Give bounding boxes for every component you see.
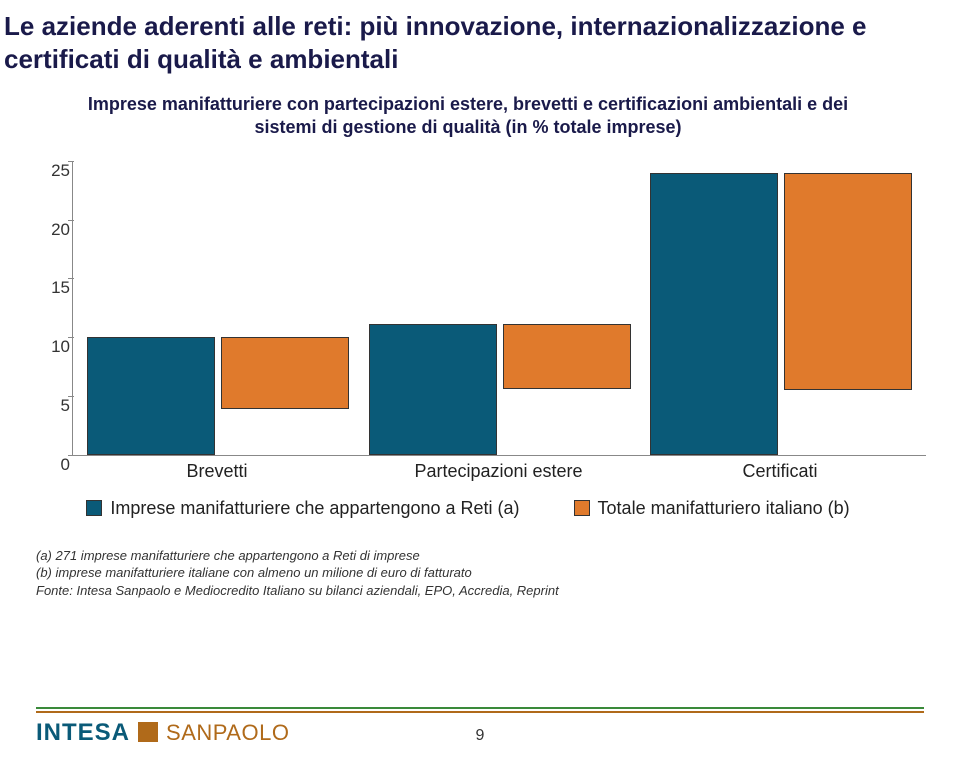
legend-label-a: Imprese manifatturiere che appartengono …: [110, 498, 519, 519]
y-tick-mark: [68, 161, 74, 162]
bar-b: [503, 324, 631, 389]
y-tick-label: 15: [30, 278, 70, 298]
x-category-label: Brevetti: [186, 461, 247, 482]
footnote-source: Fonte: Intesa Sanpaolo e Mediocredito It…: [36, 582, 936, 600]
y-tick-mark: [68, 455, 74, 456]
bar-b: [221, 337, 349, 409]
bar-chart: 0 5 10 15 20 25 Brevetti Partecipazioni estere C…: [30, 156, 930, 486]
y-tick-mark: [68, 220, 74, 221]
bar-a: [87, 337, 215, 455]
plot-area: [72, 162, 926, 456]
bar-b: [784, 173, 912, 391]
bar-group: [650, 173, 912, 455]
logo-text-sanpaolo: SANPAOLO: [166, 720, 289, 746]
footnote-a: (a) 271 imprese manifatturiere che appar…: [36, 547, 936, 565]
legend-label-b: Totale manifatturiero italiano (b): [598, 498, 850, 519]
legend-item-b: Totale manifatturiero italiano (b): [574, 498, 850, 519]
logo-box-icon: [138, 722, 158, 742]
logo-intesa-sanpaolo: INTESA SANPAOLO: [36, 719, 289, 747]
x-category-label: Certificati: [742, 461, 817, 482]
y-tick-label: 10: [30, 337, 70, 357]
y-tick-mark: [68, 278, 74, 279]
logo-text-intesa: INTESA: [36, 719, 130, 747]
chart-legend: Imprese manifatturiere che appartengono …: [0, 498, 936, 519]
bar-group: [369, 324, 631, 455]
bar-a: [650, 173, 778, 455]
slide-page: Le aziende aderenti alle reti: più innov…: [0, 0, 960, 759]
footer-rule-green: [36, 707, 924, 709]
y-tick-label: 0: [30, 455, 70, 475]
y-tick-label: 25: [30, 161, 70, 181]
y-tick-label: 5: [30, 396, 70, 416]
footer-rule-orange: [36, 711, 924, 713]
footnotes: (a) 271 imprese manifatturiere che appar…: [36, 547, 936, 600]
legend-swatch-b: [574, 500, 590, 516]
chart-subtitle: Imprese manifatturiere con partecipazion…: [0, 93, 936, 140]
legend-item-a: Imprese manifatturiere che appartengono …: [86, 498, 519, 519]
slide-title: Le aziende aderenti alle reti: più innov…: [0, 10, 936, 75]
x-category-label: Partecipazioni estere: [414, 461, 582, 482]
bar-a: [369, 324, 497, 455]
y-tick-label: 20: [30, 220, 70, 240]
bar-group: [87, 337, 349, 455]
footnote-b: (b) imprese manifatturiere italiane con …: [36, 564, 936, 582]
page-number: 9: [476, 727, 485, 745]
legend-swatch-a: [86, 500, 102, 516]
y-tick-mark: [68, 396, 74, 397]
y-tick-mark: [68, 337, 74, 338]
